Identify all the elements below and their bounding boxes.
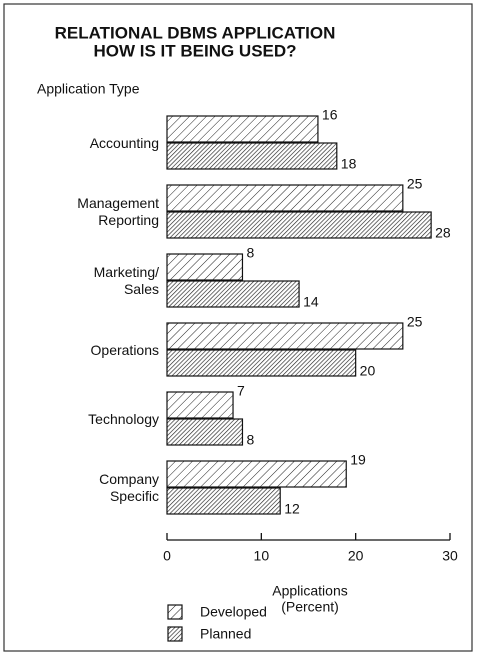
bar [166, 487, 281, 515]
x-axis-unit: (Percent) [281, 599, 339, 615]
value-label: 14 [303, 294, 319, 310]
frame [3, 3, 473, 652]
chart-subtitle: HOW IS IT BEING USED? [93, 41, 296, 60]
y-tick-label: Company Specific [99, 471, 159, 504]
value-label: 25 [407, 176, 423, 192]
value-label: 19 [350, 452, 366, 468]
y-tick-label: Marketing/ Sales [93, 264, 159, 297]
value-label: 16 [322, 107, 338, 123]
value-label: 7 [237, 383, 245, 399]
x-tick-label: 30 [442, 548, 458, 564]
value-label: 8 [246, 432, 254, 448]
value-label: 25 [407, 314, 423, 330]
bar [166, 460, 347, 488]
bar [166, 349, 357, 377]
value-label: 28 [435, 225, 451, 241]
bar [166, 142, 338, 170]
x-tick-label: 0 [163, 548, 171, 564]
legend-label: Planned [200, 626, 251, 642]
bar [166, 391, 234, 419]
x-tick-label: 10 [254, 548, 270, 564]
legend-swatch [167, 604, 183, 620]
y-tick-label: Management Reporting [77, 195, 159, 228]
bar [166, 322, 404, 350]
bar [166, 211, 432, 239]
value-label: 20 [360, 363, 376, 379]
legend-swatch [167, 626, 183, 642]
value-label: 8 [246, 245, 254, 261]
legend-label: Developed [200, 604, 267, 620]
bar [166, 280, 300, 308]
bar [166, 418, 244, 446]
x-axis-title: Applications [272, 583, 348, 599]
chart-title: RELATIONAL DBMS APPLICATION [55, 23, 336, 42]
y-tick-label: Technology [88, 410, 159, 427]
bar [166, 253, 244, 281]
value-label: 18 [341, 156, 357, 172]
bar [166, 184, 404, 212]
value-label: 12 [284, 501, 300, 517]
y-tick-label: Operations [90, 341, 159, 358]
y-tick-label: Accounting [89, 134, 159, 151]
y-axis-title: Application Type [37, 81, 140, 97]
bar [166, 115, 319, 143]
x-tick-label: 20 [348, 548, 364, 564]
